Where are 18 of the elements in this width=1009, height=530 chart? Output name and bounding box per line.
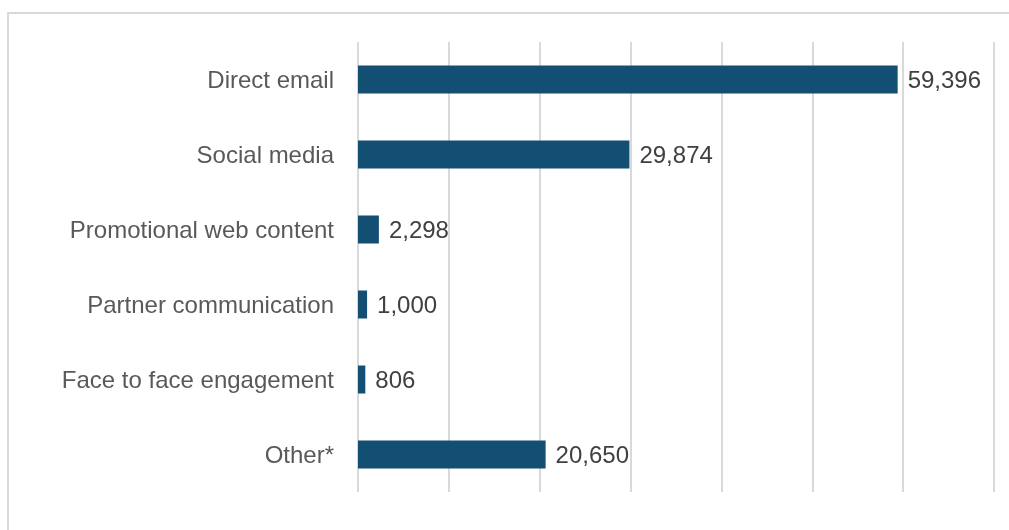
bar [358, 440, 546, 469]
bar [358, 65, 898, 94]
bar [358, 290, 368, 319]
y-tick-label: Face to face engagement [61, 366, 335, 393]
y-tick-label: Direct email [207, 66, 334, 93]
y-tick-label: Other* [264, 441, 334, 468]
bar [358, 365, 366, 394]
data-label: 59,396 [907, 66, 982, 93]
data-label: 29,874 [639, 141, 713, 168]
data-label: 1,000 [377, 291, 438, 318]
bar [358, 140, 630, 169]
y-tick-label: Partner communication [87, 291, 334, 318]
data-label: 20,650 [555, 441, 630, 468]
y-tick-label: Social media [196, 141, 335, 168]
data-label: 2,298 [388, 216, 449, 243]
y-tick-label: Promotional web content [69, 216, 335, 243]
bar [358, 215, 379, 244]
data-label: 806 [375, 366, 416, 393]
